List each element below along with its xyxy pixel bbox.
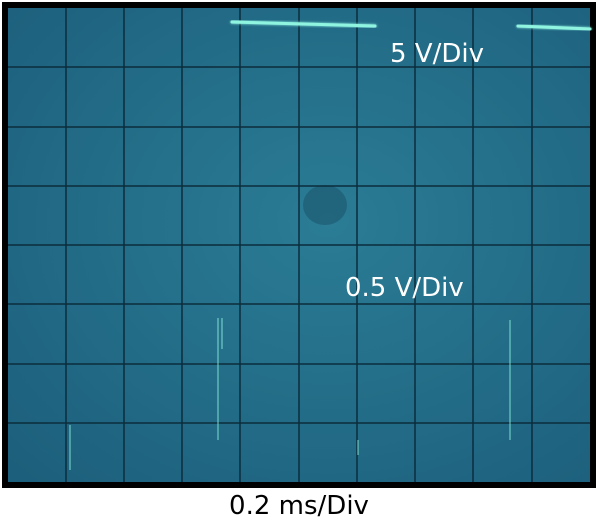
screen-spot bbox=[303, 185, 347, 225]
timebase-label: 0.2 ms/Div bbox=[229, 491, 369, 521]
lower-channel-label: 0.5 V/Div bbox=[345, 273, 464, 303]
oscilloscope-photo: 5 V/Div 0.5 V/Div 0.2 ms/Div bbox=[0, 0, 598, 524]
upper-channel-label: 5 V/Div bbox=[390, 39, 484, 69]
